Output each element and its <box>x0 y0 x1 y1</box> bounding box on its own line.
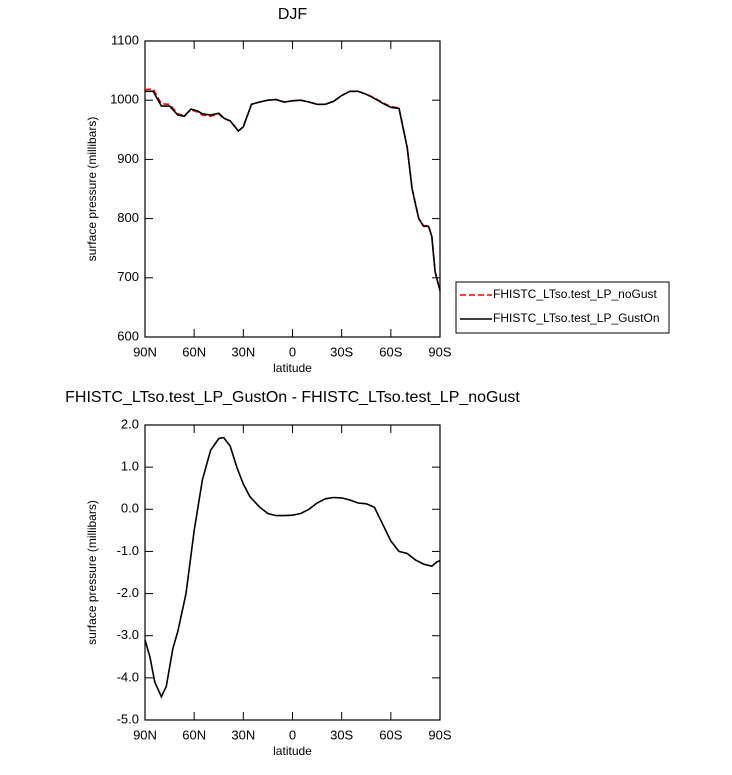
x-axis-label: latitude <box>273 361 312 375</box>
data-line <box>144 88 441 291</box>
y-tick-label: 800 <box>117 210 139 225</box>
legend-box <box>455 281 670 334</box>
x-tick-label: 60S <box>379 344 402 359</box>
y-tick-label: -5.0 <box>117 711 139 726</box>
x-tick-label: 90S <box>428 727 451 742</box>
x-tick-label: 90N <box>133 727 157 742</box>
y-tick-label: 1100 <box>111 32 139 47</box>
y-tick-label: 600 <box>117 328 139 343</box>
x-tick-label: 60S <box>379 727 402 742</box>
x-tick-label: 60N <box>182 727 206 742</box>
plot-frame <box>144 40 441 338</box>
x-tick-label: 30S <box>330 727 353 742</box>
x-axis-label: latitude <box>273 744 312 758</box>
x-tick-label: 30N <box>231 344 255 359</box>
x-tick-label: 90S <box>428 344 451 359</box>
legend-label: FHISTC_LTso.test_LP_GustOn <box>493 311 660 325</box>
chart-title: FHISTC_LTso.test_LP_GustOn - FHISTC_LTso… <box>65 389 520 406</box>
y-axis-label: surface pressure (millibars) <box>85 117 99 262</box>
y-tick-label: -2.0 <box>117 585 139 600</box>
chart-title: DJF <box>278 6 308 23</box>
data-line <box>144 436 441 699</box>
x-tick-label: 60N <box>182 344 206 359</box>
x-tick-label: 0 <box>289 727 296 742</box>
y-tick-label: 900 <box>117 151 139 166</box>
x-tick-label: 90N <box>133 344 157 359</box>
x-tick-label: 0 <box>289 344 296 359</box>
y-tick-label: -4.0 <box>117 669 139 684</box>
y-tick-label: 0.0 <box>121 501 139 516</box>
y-tick-label: 700 <box>117 269 139 284</box>
x-tick-label: 30N <box>231 727 255 742</box>
y-tick-label: 1000 <box>110 92 139 107</box>
data-line <box>145 90 441 292</box>
y-tick-label: 2.0 <box>121 416 139 431</box>
y-tick-label: 1.0 <box>121 459 139 474</box>
y-tick-label: -3.0 <box>117 627 139 642</box>
legend-label: FHISTC_LTso.test_LP_noGust <box>493 287 658 301</box>
y-tick-label: -1.0 <box>117 543 139 558</box>
y-axis-label: surface pressure (millibars) <box>85 500 99 645</box>
x-tick-label: 30S <box>330 344 353 359</box>
